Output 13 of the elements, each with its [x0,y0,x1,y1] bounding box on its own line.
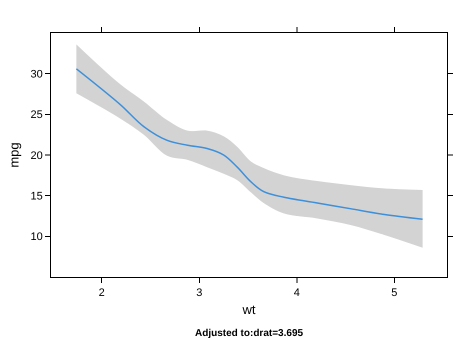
x-axis-title: wt [242,302,256,317]
x-tick-label: 3 [196,287,202,300]
x-tick-label: 4 [294,287,300,300]
x-tick-label: 2 [98,287,105,300]
y-tick-label: 10 [30,231,43,244]
y-tick-label: 30 [30,68,43,81]
y-tick-label: 25 [30,109,43,122]
text: Adjusted to:drat=3.695 [195,328,304,338]
x-tick-label: 5 [391,287,398,300]
y-axis-title: mpg [6,142,22,168]
y-tick-label: 20 [30,150,43,162]
y-tick-label: 15 [30,190,43,203]
line-series [76,68,424,220]
